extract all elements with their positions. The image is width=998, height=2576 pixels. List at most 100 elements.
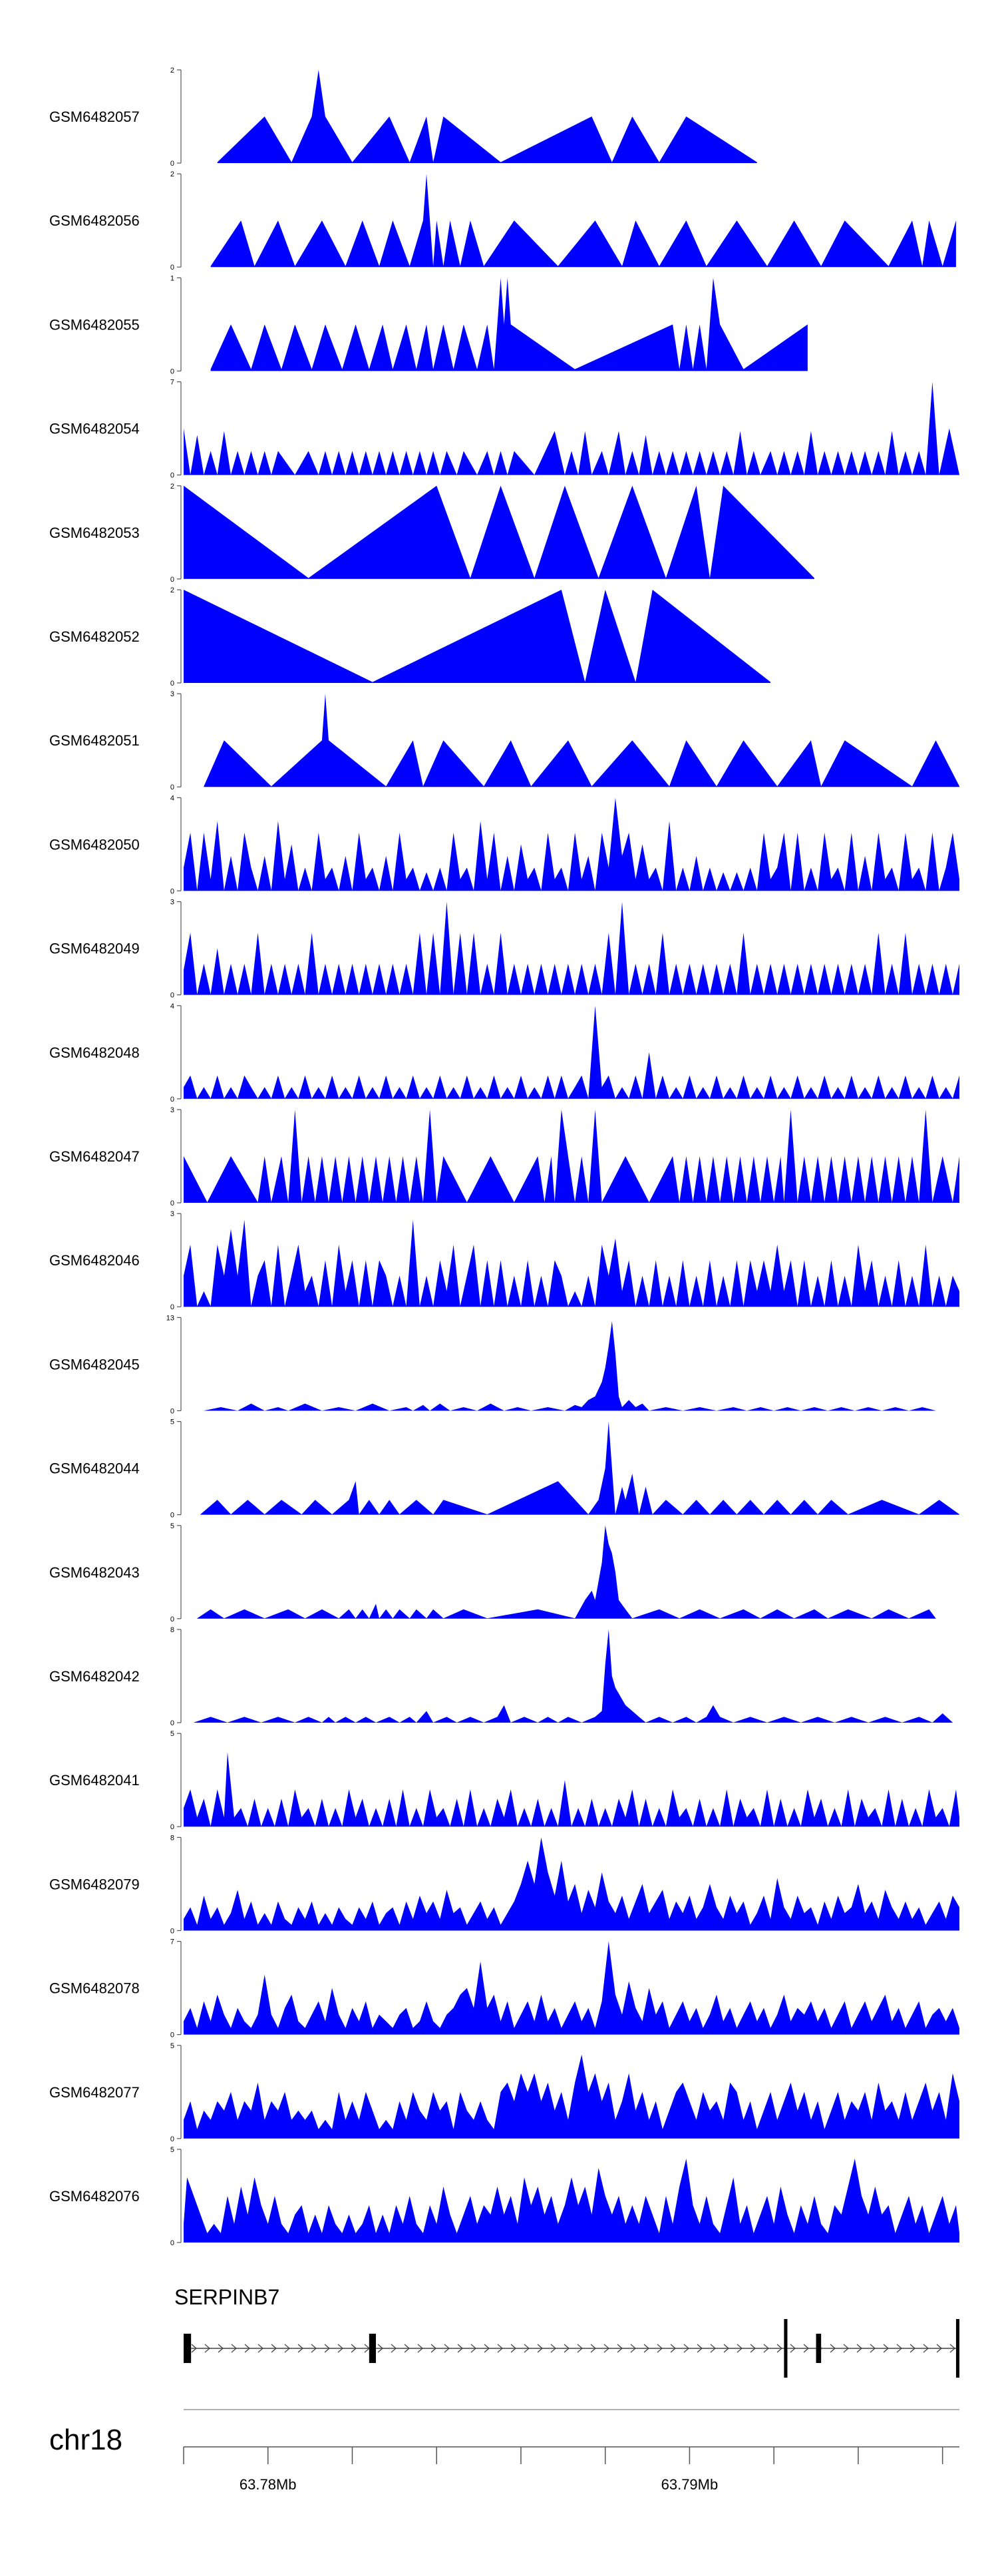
strand-arrow (856, 2344, 862, 2353)
track: GSM6482049 3 0 (49, 899, 959, 1000)
track: GSM6482078 7 0 (49, 1938, 959, 2039)
gene-exon (816, 2334, 822, 2363)
track-signal (184, 1837, 959, 1931)
strand-arrow (803, 2344, 809, 2353)
strand-arrow (430, 2344, 436, 2353)
strand-arrow (870, 2344, 876, 2353)
strand-arrow (391, 2344, 397, 2353)
y-max-label: 3 (170, 1106, 174, 1114)
y-min-label: 0 (170, 1096, 174, 1104)
strand-arrow (497, 2344, 503, 2353)
y-min-label: 0 (170, 2135, 174, 2143)
y-max-label: 7 (170, 379, 174, 387)
y-max-label: 3 (170, 899, 174, 907)
track-signal (184, 1110, 959, 1203)
genome-axis: 63.78Mb 63.79Mb (183, 2409, 959, 2493)
track: GSM6482044 5 0 (49, 1418, 959, 1520)
strand-arrow (843, 2344, 849, 2353)
strand-arrow (910, 2344, 915, 2353)
gene-exon (955, 2319, 959, 2378)
track-name: GSM6482048 (49, 1044, 140, 1061)
genome-axis-track: chr18 63.78Mb 63.79Mb (49, 2409, 959, 2493)
y-min-label: 0 (170, 1615, 174, 1623)
strand-arrow (257, 2344, 263, 2353)
y-min-label: 0 (170, 264, 174, 272)
y-min-label: 0 (170, 2032, 174, 2039)
gene-exon (184, 2334, 192, 2363)
strand-arrow (723, 2344, 729, 2353)
y-max-label: 2 (170, 170, 174, 178)
y-max-label: 8 (170, 1834, 174, 1842)
track: GSM6482045 13 0 (49, 1314, 936, 1415)
track-signal (217, 70, 757, 163)
track-signal (184, 485, 814, 579)
y-min-label: 0 (170, 783, 174, 791)
track-name: GSM6482056 (49, 212, 140, 229)
track: GSM6482056 2 0 (49, 170, 956, 272)
gene-exon (784, 2319, 788, 2378)
track: GSM6482076 5 0 (49, 2146, 959, 2247)
strand-arrow (457, 2344, 463, 2353)
strand-arrow (324, 2344, 330, 2353)
y-min-label: 0 (170, 160, 174, 168)
gene-exon (369, 2334, 376, 2363)
strand-arrow (830, 2344, 836, 2353)
strand-arrow (191, 2344, 197, 2353)
track-signal (184, 1752, 959, 1827)
track-signal (184, 1005, 959, 1099)
strand-arrow (630, 2344, 636, 2353)
track-signal (184, 901, 959, 995)
strand-arrow (271, 2344, 277, 2353)
strand-arrow (524, 2344, 530, 2353)
strand-arrow (776, 2344, 782, 2353)
y-max-label: 1 (170, 274, 174, 282)
track-name: GSM6482049 (49, 941, 140, 957)
strand-arrow (790, 2344, 796, 2353)
strand-arrow (484, 2344, 490, 2353)
track-name: GSM6482044 (49, 1460, 140, 1477)
track-signal (197, 1525, 936, 1619)
strand-arrow (444, 2344, 450, 2353)
y-min-label: 0 (170, 1303, 174, 1311)
strand-arrow (923, 2344, 929, 2353)
y-min-label: 0 (170, 1719, 174, 1727)
strand-arrow (550, 2344, 556, 2353)
y-max-label: 13 (166, 1314, 174, 1322)
track-name: GSM6482043 (49, 1564, 140, 1581)
strand-arrow (643, 2344, 649, 2353)
strand-arrow (337, 2344, 343, 2353)
y-max-label: 5 (170, 2146, 174, 2154)
y-min-label: 0 (170, 680, 174, 688)
track: GSM6482055 1 0 (49, 274, 808, 375)
track-signal (184, 590, 771, 683)
track: GSM6482043 5 0 (49, 1522, 936, 1623)
track: GSM6482054 7 0 (49, 379, 959, 480)
axis-tick-label: 63.79Mb (661, 2476, 719, 2493)
y-max-label: 2 (170, 483, 174, 491)
y-min-label: 0 (170, 1927, 174, 1935)
strand-arrow (710, 2344, 716, 2353)
strand-arrow (244, 2344, 250, 2353)
strand-arrow (737, 2344, 743, 2353)
y-max-label: 2 (170, 586, 174, 594)
y-max-label: 2 (170, 67, 174, 75)
track-name: GSM6482052 (49, 628, 140, 645)
track-signal (210, 278, 808, 371)
strand-arrow (590, 2344, 596, 2353)
strand-arrow (417, 2344, 423, 2353)
track-name: GSM6482046 (49, 1252, 140, 1269)
gene-track: SERPINB7 (174, 2285, 959, 2378)
y-max-label: 3 (170, 1210, 174, 1218)
track-signal (184, 2159, 959, 2243)
y-max-label: 5 (170, 1730, 174, 1738)
strand-arrow (377, 2344, 383, 2353)
strand-arrow (510, 2344, 516, 2353)
y-min-label: 0 (170, 1512, 174, 1520)
track-signal (184, 797, 959, 891)
track: GSM6482046 3 0 (49, 1210, 959, 1311)
y-min-label: 0 (170, 1199, 174, 1207)
y-min-label: 0 (170, 576, 174, 584)
signal-tracks: GSM648205720GSM648205620GSM648205510GSM6… (49, 67, 959, 2247)
track-name: GSM6482051 (49, 732, 140, 749)
track-signal (184, 1941, 959, 2035)
